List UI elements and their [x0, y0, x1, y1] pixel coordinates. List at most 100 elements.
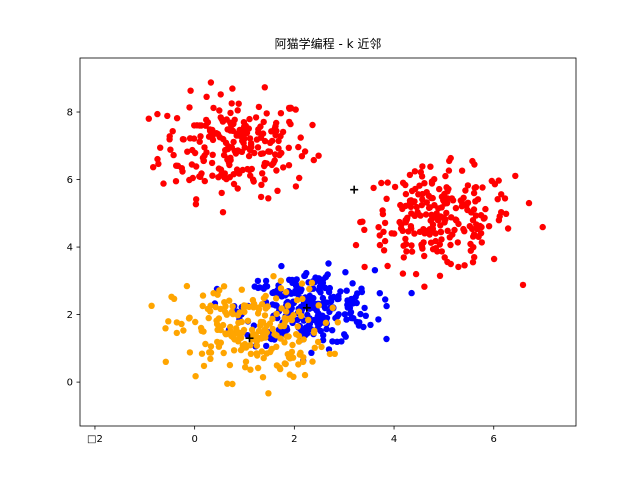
scatter-point-cluster-0	[255, 129, 262, 136]
scatter-point-cluster-1	[458, 167, 466, 174]
scatter-point-cluster-1	[477, 212, 485, 219]
scatter-point-cluster-1	[352, 241, 360, 249]
scatter-point-cluster-3	[220, 349, 227, 357]
scatter-point-cluster-1	[458, 198, 465, 205]
scatter-point-cluster-1	[472, 212, 480, 219]
scatter-point-cluster-3	[259, 319, 267, 326]
scatter-point-cluster-3	[237, 346, 245, 354]
scatter-point-cluster-0	[285, 162, 293, 169]
scatter-point-cluster-3	[311, 344, 318, 351]
scatter-point-cluster-0	[201, 177, 208, 185]
scatter-point-cluster-2	[269, 289, 276, 297]
scatter-point-cluster-0	[179, 168, 186, 175]
scatter-point-cluster-0	[298, 153, 306, 160]
scatter-point-cluster-2	[371, 267, 379, 274]
scatter-point-cluster-3	[227, 323, 234, 331]
scatter-point-cluster-0	[266, 148, 274, 155]
scatter-point-cluster-2	[362, 312, 369, 319]
scatter-point-cluster-1	[525, 199, 533, 207]
scatter-point-cluster-2	[382, 296, 389, 303]
scatter-point-cluster-1	[443, 184, 450, 191]
scatter-point-cluster-0	[255, 103, 263, 111]
y-tick-label: 2	[67, 310, 73, 321]
scatter-point-cluster-3	[299, 358, 307, 366]
scatter-point-cluster-3	[248, 326, 256, 333]
scatter-point-cluster-3	[263, 329, 270, 336]
scatter-point-cluster-1	[391, 183, 399, 191]
scatter-point-cluster-2	[278, 262, 285, 270]
scatter-point-cluster-2	[315, 321, 323, 328]
scatter-point-cluster-1	[471, 254, 478, 261]
scatter-point-cluster-3	[229, 303, 236, 310]
scatter-point-cluster-1	[437, 228, 444, 236]
scatter-point-cluster-3	[162, 325, 169, 332]
scatter-point-cluster-3	[308, 279, 316, 286]
scatter-point-cluster-2	[343, 287, 350, 294]
scatter-point-cluster-1	[444, 227, 451, 234]
scatter-point-cluster-2	[337, 288, 344, 295]
scatter-point-cluster-3	[217, 326, 224, 334]
scatter-point-cluster-0	[191, 149, 199, 157]
scatter-point-cluster-0	[260, 118, 267, 126]
scatter-point-cluster-0	[169, 128, 176, 135]
y-axis: 0 2 4 6 8	[67, 108, 80, 389]
scatter-point-cluster-3	[207, 343, 215, 350]
scatter-point-cluster-1	[408, 210, 415, 217]
scatter-point-cluster-1	[419, 163, 426, 170]
scatter-point-cluster-0	[254, 144, 262, 151]
scatter-point-cluster-0	[205, 133, 213, 140]
scatter-point-cluster-0	[285, 104, 293, 112]
scatter-point-cluster-1	[421, 252, 428, 260]
scatter-point-cluster-0	[189, 174, 196, 182]
scatter-point-cluster-3	[288, 348, 296, 356]
scatter-point-cluster-2	[319, 279, 327, 287]
scatter-point-cluster-0	[272, 132, 279, 139]
scatter-point-cluster-1	[502, 210, 510, 217]
scatter-point-cluster-2	[322, 284, 329, 292]
scatter-point-cluster-0	[273, 167, 280, 174]
scatter-point-cluster-0	[261, 162, 268, 170]
scatter-point-cluster-1	[485, 223, 493, 230]
scatter-point-cluster-3	[295, 361, 302, 368]
scatter-point-cluster-3	[200, 362, 208, 370]
scatter-point-cluster-3	[326, 350, 334, 358]
scatter-point-cluster-1	[539, 223, 546, 231]
scatter-point-cluster-2	[310, 316, 318, 324]
scatter-point-cluster-2	[291, 289, 298, 297]
scatter-point-cluster-0	[223, 175, 230, 183]
scatter-point-cluster-2	[341, 331, 348, 338]
scatter-point-cluster-2	[324, 271, 331, 278]
scatter-point-cluster-3	[198, 350, 206, 357]
scatter-point-cluster-3	[286, 371, 293, 378]
scatter-point-cluster-1	[496, 213, 503, 220]
scatter-point-cluster-1	[383, 195, 390, 202]
scatter-point-cluster-1	[448, 214, 455, 221]
scatter-point-cluster-2	[329, 338, 336, 345]
scatter-point-cluster-0	[172, 178, 180, 185]
scatter-point-cluster-0	[196, 138, 203, 145]
scatter-point-cluster-0	[202, 122, 209, 129]
scatter-point-cluster-1	[399, 270, 407, 277]
scatter-point-cluster-0	[154, 155, 161, 163]
x-axis: □2 0 2 4 6	[87, 426, 497, 445]
scatter-point-cluster-3	[298, 312, 305, 320]
scatter-point-cluster-1	[402, 202, 409, 210]
scatter-point-cluster-3	[180, 327, 187, 334]
scatter-point-cluster-1	[408, 225, 415, 232]
scatter-point-cluster-0	[217, 166, 225, 173]
scatter-point-cluster-0	[301, 148, 309, 155]
x-tick-label: □2	[87, 434, 103, 445]
scatter-point-cluster-0	[160, 180, 167, 187]
scatter-point-cluster-1	[427, 163, 434, 170]
scatter-point-cluster-1	[400, 254, 407, 261]
scatter-point-cluster-0	[192, 201, 200, 208]
scatter-point-cluster-3	[273, 310, 280, 318]
scatter-point-cluster-0	[235, 100, 242, 107]
scatter-point-cluster-3	[242, 364, 249, 371]
scatter-point-cluster-2	[308, 349, 315, 356]
scatter-point-cluster-3	[295, 332, 303, 340]
scatter-point-cluster-1	[468, 209, 475, 216]
scatter-point-cluster-0	[229, 85, 236, 92]
scatter-point-cluster-3	[322, 319, 330, 326]
scatter-point-cluster-3	[249, 296, 257, 304]
